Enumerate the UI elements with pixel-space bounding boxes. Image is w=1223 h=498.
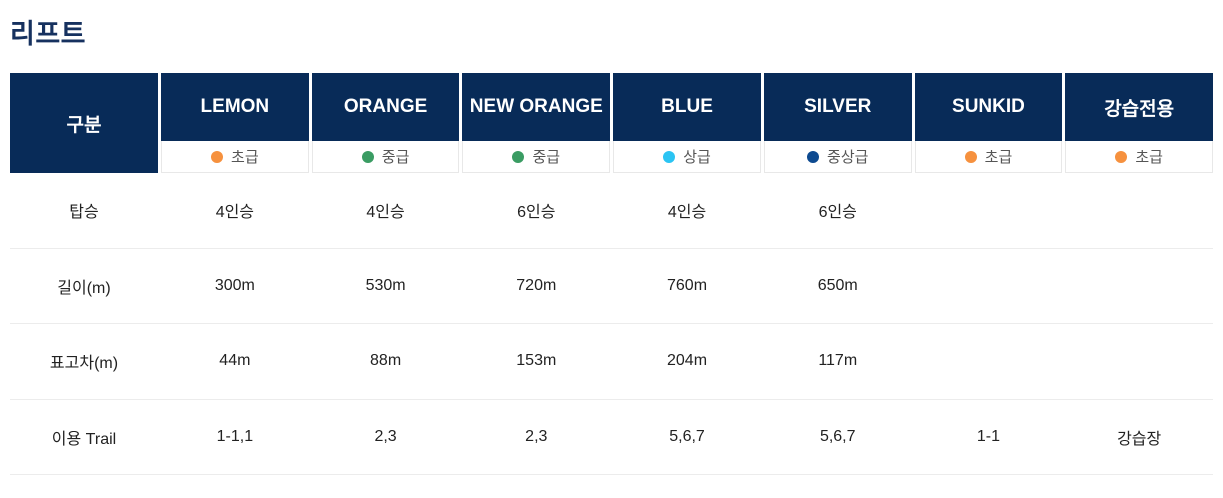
table-cell: 5,6,7	[669, 427, 705, 445]
difficulty-dot-icon	[1115, 150, 1128, 163]
column-blue: BLUE 상급	[613, 73, 761, 173]
lift-table: 구분 LEMON 초급 ORANGE 중급 NEW ORANGE	[10, 73, 1214, 475]
difficulty-badge: 초급	[161, 141, 309, 173]
table-cell: 2,3	[374, 427, 397, 445]
difficulty-badge: 중급	[311, 141, 460, 173]
table-cell: 530m	[365, 276, 406, 294]
difficulty-label: 초급	[1135, 149, 1163, 166]
table-cell: 4인승	[667, 204, 707, 222]
difficulty-label: 상급	[683, 149, 711, 166]
table-cell: 760m	[667, 276, 708, 294]
page-title: 리프트	[10, 19, 87, 49]
difficulty-label: 중상급	[827, 149, 869, 166]
difficulty-badge: 중급	[462, 141, 611, 173]
table-cell: 650m	[817, 276, 858, 294]
difficulty-badge: 중상급	[763, 141, 912, 173]
lift-name-header: BLUE	[613, 73, 761, 141]
difficulty-label: 중급	[381, 149, 410, 166]
column-lemon: LEMON 초급	[161, 73, 309, 173]
table-row-length: 길이(m) 300m 530m 720m 760m 650m	[10, 249, 1213, 324]
table-cell: 1-1	[976, 427, 1001, 445]
table-cell: 204m	[667, 352, 708, 370]
table-cell: 44m	[219, 352, 251, 370]
column-new-orange: NEW ORANGE 중급	[462, 73, 611, 173]
row-label: 탑승	[69, 204, 99, 222]
difficulty-dot-icon	[211, 150, 224, 163]
table-cell: 153m	[516, 352, 557, 370]
table-cell: 5,6,7	[819, 427, 856, 445]
table-row-elevation: 표고차(m) 44m 88m 153m 204m 117m	[10, 324, 1213, 400]
table-cell: 6인승	[818, 204, 857, 222]
table-cell: 6인승	[517, 204, 556, 222]
difficulty-badge: 초급	[914, 141, 1063, 173]
lift-name-header: 강습전용	[1065, 73, 1214, 141]
table-cell: 4인승	[366, 204, 405, 222]
table-body: 탑승 4인승 4인승 6인승 4인승 6인승 길이(m) 300m 530m 7…	[10, 173, 1213, 475]
row-label: 이용 Trail	[51, 430, 117, 448]
difficulty-dot-icon	[964, 150, 977, 163]
column-orange: ORANGE 중급	[311, 73, 460, 173]
row-label: 표고차(m)	[49, 355, 119, 373]
lift-name-header: NEW ORANGE	[462, 73, 611, 141]
table-cell: 300m	[214, 276, 255, 294]
difficulty-label: 중급	[532, 149, 561, 166]
difficulty-badge: 상급	[613, 141, 761, 173]
difficulty-badge: 초급	[1065, 141, 1214, 173]
lift-name-header: SILVER	[763, 73, 912, 141]
lift-name-header: LEMON	[161, 73, 309, 141]
difficulty-dot-icon	[512, 150, 525, 163]
row-label: 길이(m)	[57, 279, 111, 297]
table-row-trail: 이용 Trail 1-1,1 2,3 2,3 5,6,7 5,6,7 1-1 강…	[10, 400, 1213, 475]
difficulty-dot-icon	[361, 150, 374, 163]
lift-name-header: ORANGE	[311, 73, 460, 141]
difficulty-label: 초급	[231, 149, 259, 166]
difficulty-dot-icon	[807, 150, 820, 163]
table-cell: 117m	[818, 352, 858, 370]
difficulty-label: 초급	[984, 149, 1013, 166]
table-cell: 2,3	[525, 427, 548, 445]
difficulty-dot-icon	[663, 150, 676, 163]
column-lesson-only: 강습전용 초급	[1065, 73, 1214, 173]
column-silver: SILVER 중상급	[763, 73, 912, 173]
lift-name-header: SUNKID	[914, 73, 1063, 141]
column-sunkid: SUNKID 초급	[914, 73, 1063, 173]
table-cell: 4인승	[215, 204, 255, 222]
table-cell: 1-1,1	[216, 427, 254, 445]
table-cell: 88m	[370, 352, 402, 370]
table-cell: 720m	[516, 276, 557, 294]
table-row-seating: 탑승 4인승 4인승 6인승 4인승 6인승	[10, 173, 1213, 249]
corner-header-cell: 구분	[10, 73, 158, 173]
table-header: 구분 LEMON 초급 ORANGE 중급 NEW ORANGE	[10, 73, 1214, 173]
lift-info-page: 리프트 구분 LEMON 초급 ORANGE 중급 NEW ORANGE	[10, 0, 1214, 475]
table-cell: 강습장	[1117, 430, 1162, 448]
